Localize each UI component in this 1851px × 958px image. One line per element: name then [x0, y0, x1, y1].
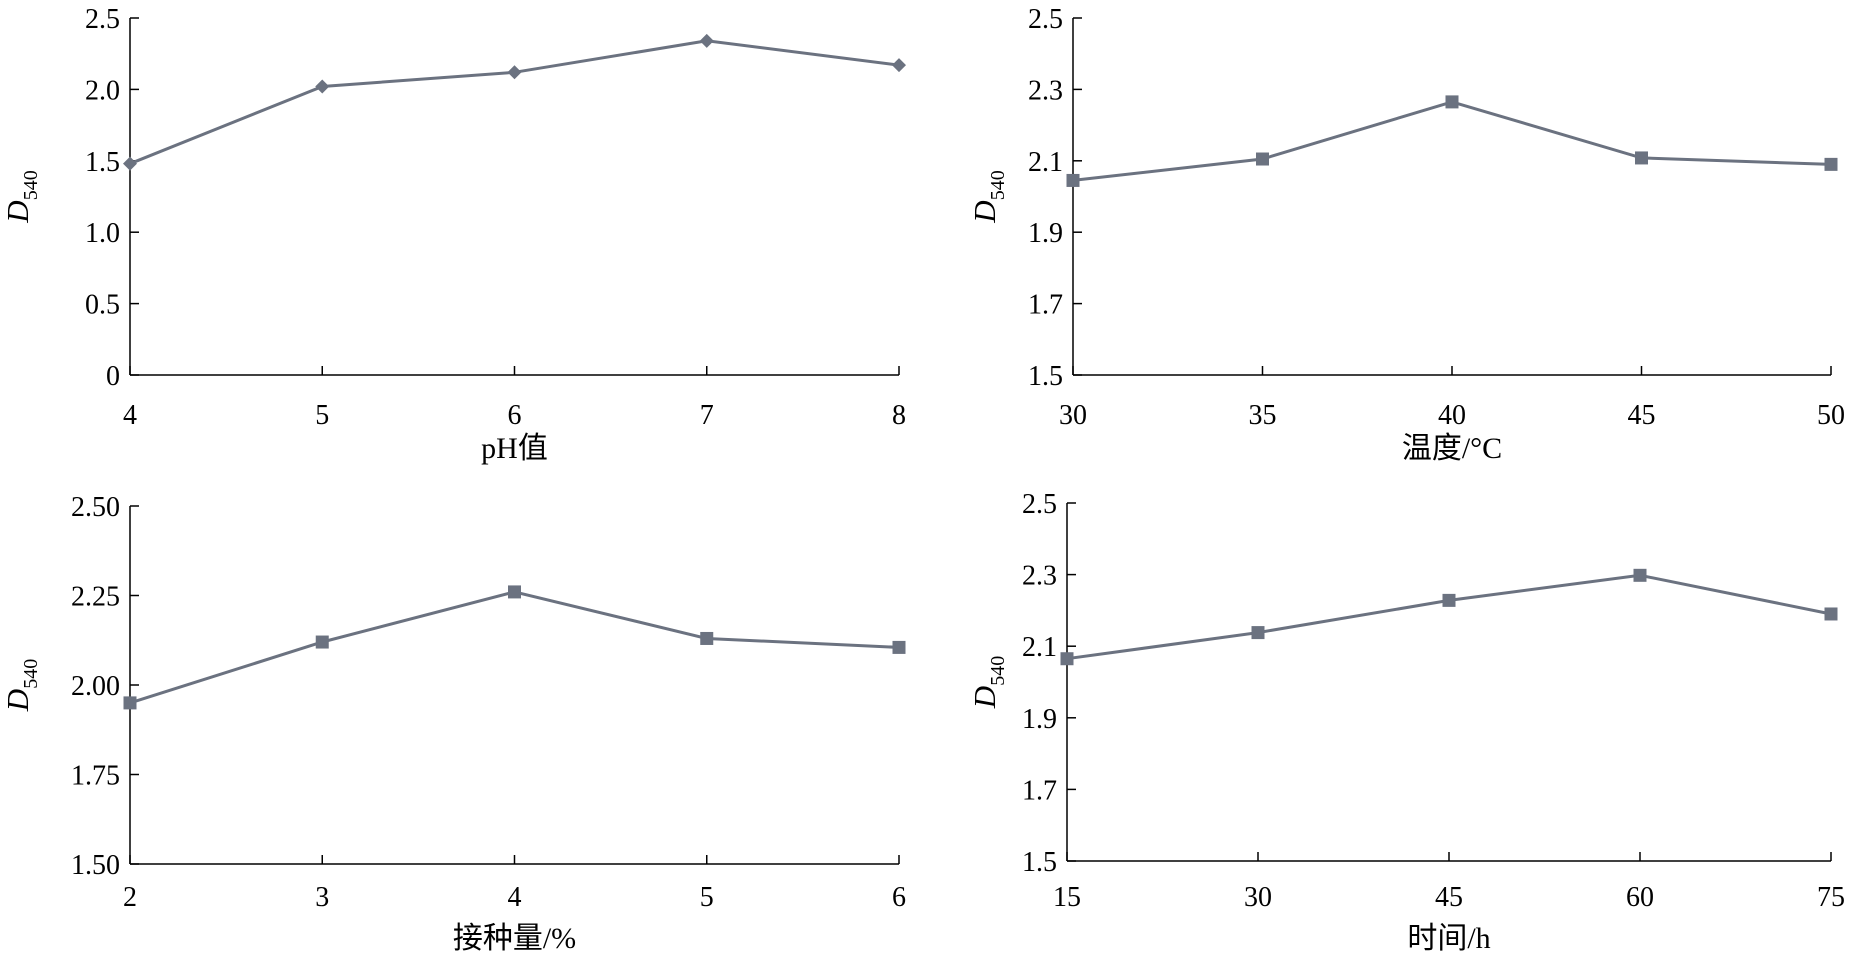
data-point-marker — [315, 79, 330, 94]
y-tick-label: 2.50 — [71, 492, 120, 523]
x-tick-label: 45 — [1435, 882, 1463, 913]
x-axis-title: 接种量/% — [453, 922, 576, 955]
y-tick-label: 1.50 — [71, 850, 120, 881]
x-axis-title: pH值 — [481, 432, 548, 465]
chart-panel-3: 1.50 1.75 2.00 2.25 2.50 2 3 4 5 6 接种量/% D540 — [0, 492, 906, 955]
x-tick-label: 6 — [892, 882, 906, 913]
y-tick-label: 2.25 — [71, 582, 120, 613]
data-point-marker — [700, 631, 714, 645]
x-tick-label: 15 — [1053, 882, 1081, 913]
x-tick-label: 7 — [700, 400, 714, 431]
y-tick-label: 1.0 — [85, 218, 120, 249]
data-point-marker — [1635, 151, 1648, 165]
y-axis-title: D540 — [0, 170, 42, 223]
data-point-marker — [1251, 626, 1265, 640]
series-line — [129, 39, 900, 166]
x-tick-label: 8 — [892, 400, 906, 431]
y-tick-label: 0 — [106, 361, 120, 392]
x-tick-label: 3 — [315, 882, 329, 913]
x-tick-label: 45 — [1628, 400, 1656, 431]
x-tick-label: 75 — [1817, 882, 1845, 913]
data-point-marker — [892, 640, 906, 654]
y-axis-title-subscript: 540 — [20, 659, 42, 689]
y-tick-label: 1.7 — [1028, 290, 1063, 321]
y-axis-title-main: D — [967, 686, 1002, 709]
y-axis-title: D540 — [0, 659, 42, 712]
x-tick-label: 40 — [1438, 400, 1466, 431]
x-tick-label: 35 — [1249, 400, 1277, 431]
data-point-marker — [315, 635, 329, 649]
x-axis-title: 温度/°C — [1402, 432, 1502, 465]
y-tick-label: 2.5 — [85, 4, 120, 35]
data-point-marker — [123, 156, 137, 171]
y-tick-label: 2.3 — [1022, 561, 1057, 592]
y-tick-label: 1.9 — [1022, 704, 1057, 735]
series-line — [1066, 573, 1832, 661]
series-line — [129, 590, 900, 705]
y-tick-label: 2.5 — [1022, 489, 1057, 520]
data-point-marker — [123, 696, 137, 710]
y-tick-label: 1.7 — [1022, 775, 1057, 806]
y-tick-label: 1.5 — [85, 147, 120, 178]
y-tick-label: 1.75 — [71, 761, 120, 792]
data-point-marker — [1824, 607, 1838, 621]
y-axis-title: D540 — [967, 170, 1009, 223]
data-point-marker — [1445, 95, 1459, 109]
y-axis-title-main: D — [0, 200, 35, 223]
data-point-marker — [699, 33, 714, 48]
data-point-marker — [1442, 593, 1456, 607]
chart-panel-2: 1.5 1.7 1.9 2.1 2.3 2.5 30 35 40 45 50 温度/°C D540 — [967, 4, 1845, 465]
y-axis-title-subscript: 540 — [20, 170, 42, 200]
y-tick-label: 2.1 — [1028, 147, 1063, 178]
y-tick-label: 2.3 — [1028, 75, 1063, 106]
y-tick-label: 2.0 — [85, 75, 120, 106]
y-tick-label: 0.5 — [85, 290, 120, 321]
y-axis-title-subscript: 540 — [987, 170, 1009, 200]
data-point-marker — [508, 585, 521, 599]
y-tick-label: 1.9 — [1028, 218, 1063, 249]
data-point-marker — [1256, 152, 1269, 166]
data-point-marker — [1633, 568, 1647, 582]
chart-panel-4: 1.5 1.7 1.9 2.1 2.3 2.5 15 30 45 60 75 时间/h D540 — [967, 489, 1845, 955]
x-axis-title: 时间/h — [1407, 922, 1490, 955]
x-tick-label: 6 — [508, 400, 522, 431]
x-tick-label: 60 — [1626, 882, 1654, 913]
y-axis-title: D540 — [967, 656, 1009, 709]
x-tick-label: 30 — [1244, 882, 1272, 913]
y-tick-label: 2.1 — [1022, 632, 1057, 663]
y-axis-title-main: D — [0, 689, 35, 712]
x-tick-label: 2 — [123, 882, 137, 913]
data-point-marker — [892, 58, 906, 73]
series-line — [1072, 100, 1832, 182]
chart-panel-1: 0 0.5 1.0 1.5 2.0 2.5 4 5 6 7 8 pH值 D540 — [0, 4, 906, 465]
x-tick-label: 5 — [315, 400, 329, 431]
y-axis-title-subscript: 540 — [987, 656, 1009, 686]
y-axis-title-main: D — [967, 200, 1002, 223]
x-tick-label: 4 — [508, 882, 522, 913]
data-point-marker — [1824, 157, 1838, 171]
data-point-marker — [1066, 173, 1080, 187]
x-tick-label: 4 — [123, 400, 137, 431]
data-point-marker — [1060, 652, 1074, 666]
x-tick-label: 30 — [1059, 400, 1087, 431]
y-tick-label: 2.00 — [71, 671, 120, 702]
x-tick-label: 50 — [1817, 400, 1845, 431]
y-tick-label: 1.5 — [1022, 847, 1057, 878]
x-tick-label: 5 — [700, 882, 714, 913]
y-tick-label: 1.5 — [1028, 361, 1063, 392]
data-point-marker — [507, 65, 522, 80]
y-tick-label: 2.5 — [1028, 4, 1063, 35]
